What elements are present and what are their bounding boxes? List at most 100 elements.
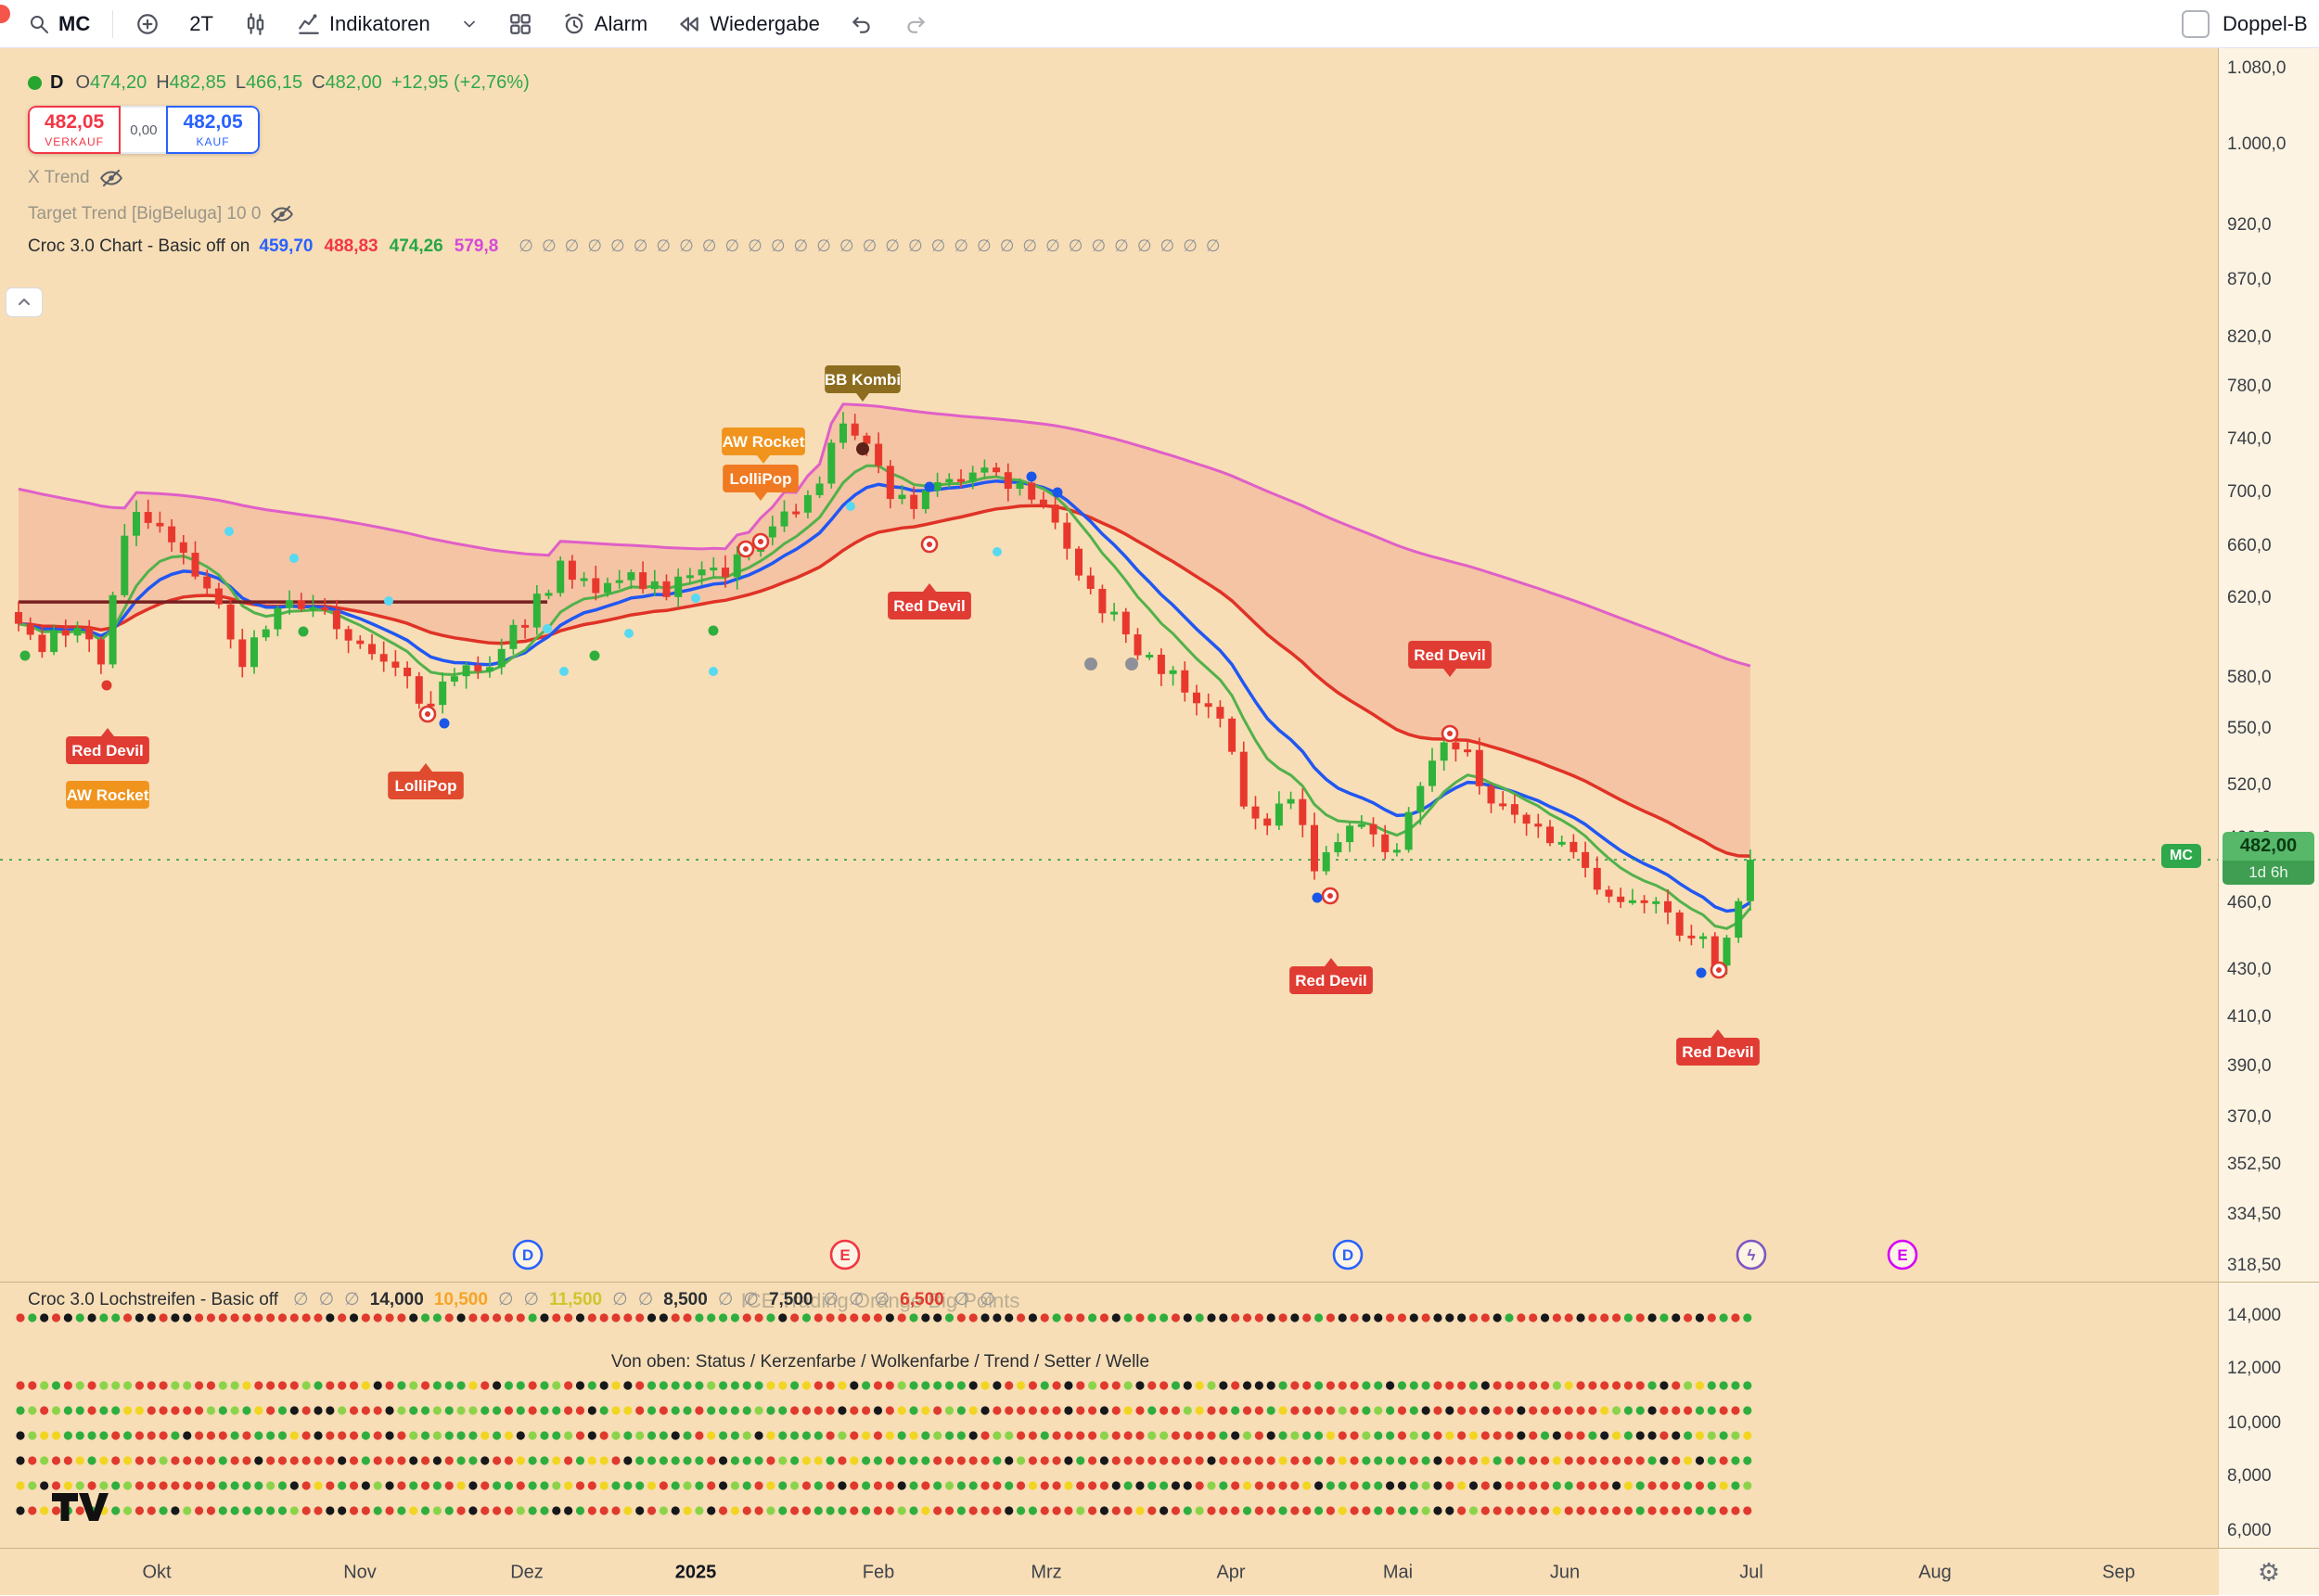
price-axis-label: 700,0: [2227, 482, 2272, 502]
empty-signal-symbol: ∅: [519, 236, 533, 255]
time-axis-month: Jul: [1739, 1562, 1763, 1582]
spread-number: 0,00: [130, 121, 158, 138]
indicator-templates-button[interactable]: [449, 6, 490, 43]
chevron-down-icon: [463, 20, 475, 27]
sell-price: 482,05: [45, 111, 105, 134]
price-axis-label: 620,0: [2227, 588, 2272, 607]
price-axis-label: 6,000: [2227, 1521, 2272, 1540]
eye-off-icon[interactable]: [99, 166, 123, 190]
lochstreifen-token: ∅: [637, 1290, 654, 1309]
price-axis-label: 318,50: [2227, 1256, 2282, 1275]
svg-text:Red Devil: Red Devil: [1414, 646, 1485, 664]
open-label: O: [75, 72, 91, 93]
price-axis-label: 520,0: [2227, 775, 2272, 795]
chart-legend: D O474,20 H482,85 L466,15 C482,00 +12,95 (+2…: [28, 48, 1229, 257]
empty-signal-symbol: ∅: [954, 236, 969, 255]
price-axis-label: 370,0: [2227, 1107, 2272, 1127]
chart-watermark: ICE Trading Orange Big Points: [740, 1289, 1020, 1312]
current-price-badge: 482,00 1d 6h: [2223, 832, 2314, 885]
chart-pane[interactable]: BB Kombi AW Rocket LolliPop Red Devil Red De…: [0, 48, 2219, 1595]
empty-signal-symbol: ∅: [541, 236, 557, 255]
close-value: 482,00: [325, 72, 382, 93]
lochstreifen-token: 10,500: [433, 1290, 488, 1309]
lochstreifen-token: 8,500: [663, 1290, 708, 1309]
undo-button[interactable]: [839, 6, 885, 43]
add-symbol-button[interactable]: [124, 6, 171, 43]
lochstreifen-token: 11,500: [549, 1290, 603, 1309]
candles-icon: [247, 12, 264, 35]
search-icon: [31, 15, 48, 33]
croc-value: 474,26: [389, 236, 443, 256]
empty-signal-symbol: ∅: [862, 236, 878, 255]
croc-chart-zeros: ∅ ∅ ∅ ∅ ∅ ∅ ∅ ∅ ∅ ∅ ∅ ∅ ∅ ∅ ∅ ∅ ∅ ∅ ∅ ∅ ∅ ∅ ∅ ∅ ∅ ∅ ∅ ∅ ∅ ∅ ∅: [519, 236, 1228, 257]
lochstreifen-token: ∅: [849, 1290, 865, 1309]
replay-button[interactable]: Wiedergabe: [666, 6, 831, 43]
toolbar-right-group: Doppel-B: [2182, 0, 2319, 47]
doppel-b-label: Doppel-B: [2223, 11, 2308, 35]
price-axis-label: 820,0: [2227, 327, 2272, 347]
price-chart-canvas[interactable]: BB Kombi AW Rocket LolliPop Red Devil Red De…: [0, 48, 2219, 1595]
interval-button[interactable]: 2T: [178, 6, 224, 43]
symbol-name: MC: [58, 11, 91, 35]
empty-signal-symbol: ∅: [1022, 236, 1038, 255]
time-axis-month: Dez: [510, 1562, 544, 1582]
symbol-legend-row[interactable]: D O474,20 H482,85 L466,15 C482,00 +12,95 (+2…: [28, 72, 1229, 94]
alarm-label: Alarm: [594, 11, 648, 35]
spread-value: 0,00: [121, 106, 167, 154]
symbol-search-button[interactable]: MC: [17, 6, 101, 43]
indicator-row-target-trend[interactable]: Target Trend [BigBeluga] 10 0: [28, 202, 1229, 226]
croc-value: 488,83: [324, 236, 378, 256]
svg-text:ϟ: ϟ: [1748, 1246, 1756, 1264]
sell-button[interactable]: 482,05 VERKAUF: [28, 106, 122, 154]
svg-text:Red Devil: Red Devil: [893, 597, 965, 615]
svg-text:LolliPop: LolliPop: [394, 777, 456, 795]
price-axis-label: 920,0: [2227, 215, 2272, 235]
window-control-dot[interactable]: [0, 5, 10, 23]
price-axis[interactable]: 1.080,0 1.000,0 920,0 870,0 820,0 780,0 740,0 7…: [2218, 48, 2319, 1595]
lochstreifen-title: Croc 3.0 Lochstreifen - Basic off: [28, 1289, 278, 1309]
eye-off-icon[interactable]: [270, 202, 294, 226]
empty-signal-symbol: ∅: [724, 236, 740, 255]
svg-text:LolliPop: LolliPop: [729, 470, 791, 488]
price-axis-label: 390,0: [2227, 1056, 2272, 1076]
time-axis[interactable]: Okt Nov Dez 2025 Feb Mrz Apr Mai Jun Jul Aug Sep: [0, 1548, 2219, 1595]
svg-text:Red Devil: Red Devil: [1295, 972, 1366, 990]
lochstreifen-token: ∅: [954, 1290, 970, 1309]
empty-signal-symbol: ∅: [656, 236, 672, 255]
high-label: H: [156, 72, 170, 93]
lochstreifen-header[interactable]: Croc 3.0 Lochstreifen - Basic off ∅ ∅ ∅ 14,…: [28, 1289, 1006, 1310]
svg-text:D: D: [522, 1246, 533, 1264]
alarm-button[interactable]: Alarm: [551, 6, 659, 43]
rewind-icon: [680, 16, 698, 32]
price-axis-label: 870,0: [2227, 270, 2272, 289]
empty-signal-symbol: ∅: [930, 236, 946, 255]
doppel-b-checkbox[interactable]: [2182, 9, 2210, 38]
legend-collapse-button[interactable]: [6, 287, 43, 317]
buy-button[interactable]: 482,05 KAUF: [166, 106, 260, 154]
indicators-button[interactable]: Indikatoren: [286, 6, 442, 43]
croc-value: 459,70: [259, 236, 314, 256]
indicator-row-x-trend[interactable]: X Trend: [28, 166, 1229, 190]
price-axis-label: 430,0: [2227, 960, 2272, 979]
empty-signal-symbol: ∅: [701, 236, 717, 255]
pane-divider[interactable]: [0, 1282, 2319, 1283]
empty-signal-symbol: ∅: [793, 236, 809, 255]
price-axis-label: 1.080,0: [2227, 58, 2287, 78]
gear-icon[interactable]: ⚙: [2257, 1558, 2281, 1587]
close-label: C: [312, 72, 326, 93]
redo-button[interactable]: [892, 6, 939, 43]
lochstreifen-token: ∅: [717, 1290, 734, 1309]
indicators-label: Indikatoren: [328, 11, 430, 35]
tradingview-logo[interactable]: [50, 1491, 109, 1527]
indicator-row-croc-chart[interactable]: Croc 3.0 Chart - Basic off on 459,70 488,…: [28, 236, 1229, 257]
price-axis-label: 550,0: [2227, 719, 2272, 738]
timeframe-label: D: [50, 72, 64, 93]
price-axis-label: 1.000,0: [2227, 134, 2287, 154]
trade-widget: 482,05 VERKAUF 0,00 482,05 KAUF: [28, 106, 260, 154]
chart-style-button[interactable]: [232, 6, 278, 43]
empty-signal-symbol: ∅: [885, 236, 900, 255]
price-axis-label: 410,0: [2227, 1007, 2272, 1027]
buy-price: 482,05: [183, 111, 243, 134]
svg-text:AW Rocket: AW Rocket: [67, 786, 149, 804]
layout-button[interactable]: [497, 6, 544, 43]
